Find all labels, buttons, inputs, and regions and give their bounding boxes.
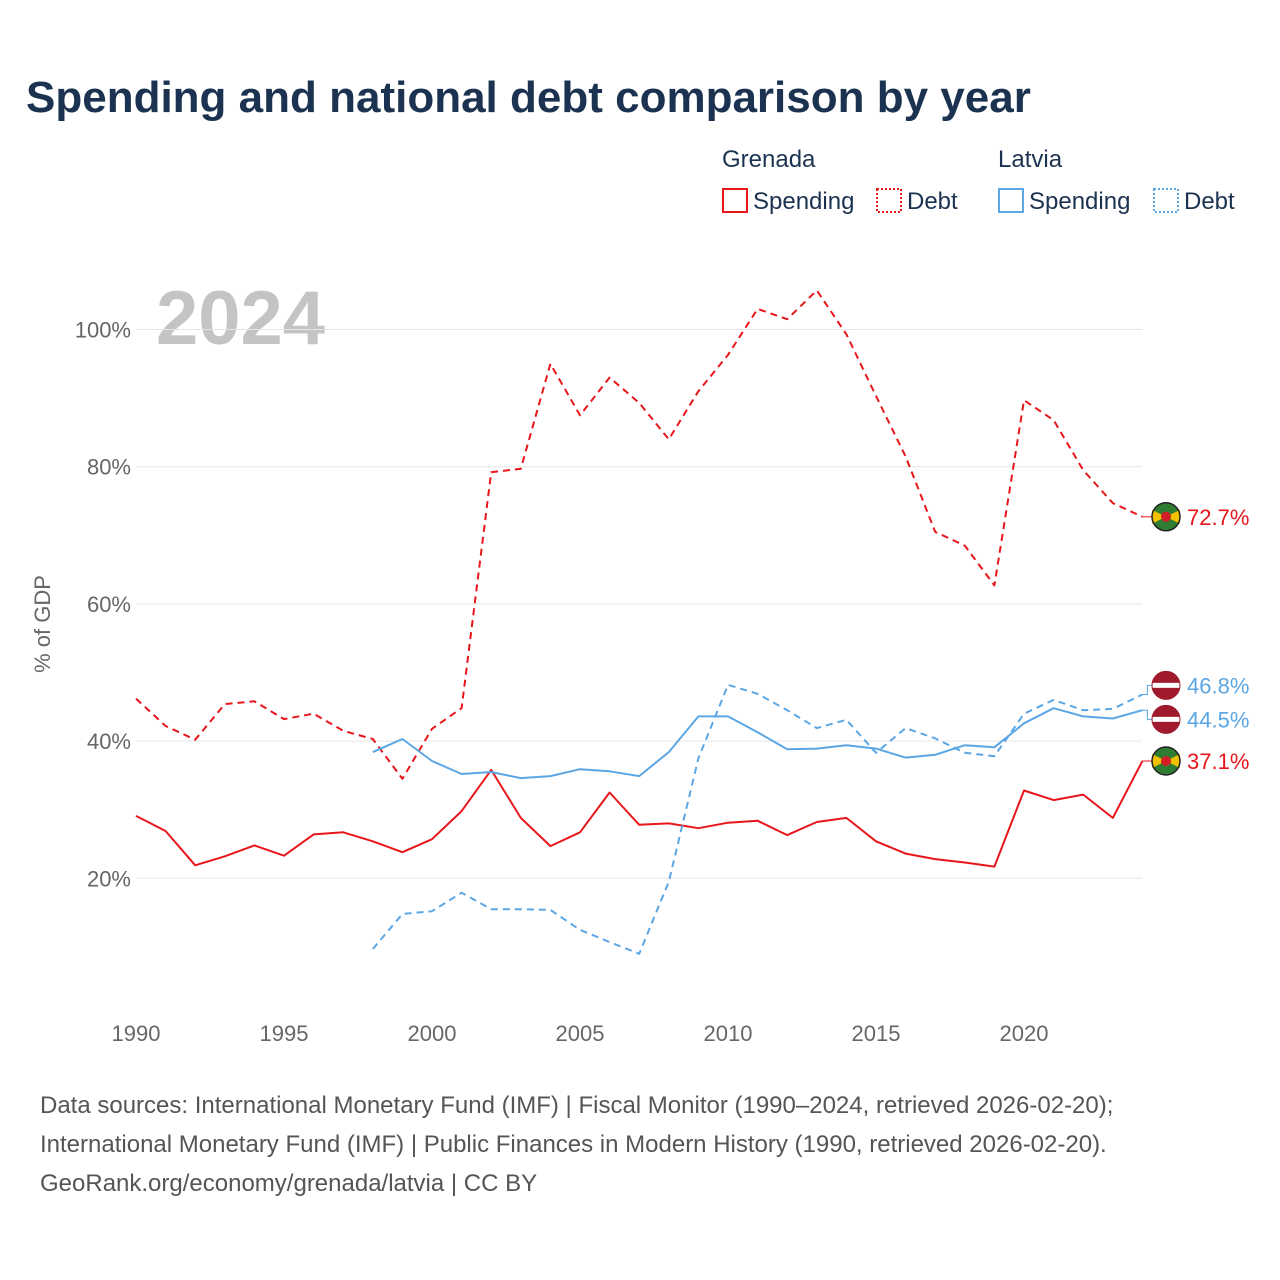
grenada-flag-icon xyxy=(1151,502,1181,532)
y-tick-label: 80% xyxy=(87,455,131,480)
y-tick-label: 100% xyxy=(75,318,131,343)
y-tick-label: 20% xyxy=(87,866,131,891)
legend-swatch-latvia-spending xyxy=(998,188,1024,213)
grenada-debt-end-label: 72.7% xyxy=(1187,505,1249,530)
x-tick-label: 2015 xyxy=(852,1021,901,1046)
sources: Data sources: International Monetary Fun… xyxy=(40,1092,1113,1197)
x-tick-label: 2000 xyxy=(408,1021,457,1046)
legend-swatch-grenada-debt xyxy=(876,188,902,213)
latvia-debt-line xyxy=(372,683,1143,955)
latvia-flag-icon xyxy=(1151,670,1181,700)
legend-label-grenada-spending: Spending xyxy=(753,188,854,215)
legend: Grenada Spending Debt Latvia Spending De… xyxy=(722,146,1235,215)
x-tick-label: 2010 xyxy=(704,1021,753,1046)
x-tick-label: 2005 xyxy=(556,1021,605,1046)
grenada-spending-end-label: 37.1% xyxy=(1187,749,1249,774)
year-watermark: 2024 xyxy=(156,276,325,361)
y-axis-label: % of GDP xyxy=(30,575,55,673)
grenada-flag-icon xyxy=(1151,746,1181,776)
grenada-debt-line xyxy=(135,289,1143,780)
x-tick-label: 1995 xyxy=(260,1021,309,1046)
source-line-2: International Monetary Fund (IMF) | Publ… xyxy=(40,1131,1107,1158)
series xyxy=(135,289,1144,955)
legend-swatch-latvia-debt xyxy=(1153,188,1179,213)
legend-group-latvia: Latvia xyxy=(998,146,1063,173)
latvia-spending-leader xyxy=(1142,709,1154,720)
chart-title: Spending and national debt comparison by… xyxy=(26,73,1031,122)
latvia-spending-line xyxy=(372,707,1143,780)
source-line-1: Data sources: International Monetary Fun… xyxy=(40,1092,1113,1119)
y-ticks: 20% 40% 60% 80% 100% xyxy=(75,318,131,892)
legend-label-latvia-debt: Debt xyxy=(1184,188,1235,215)
legend-group-grenada: Grenada xyxy=(722,146,816,173)
legend-swatch-grenada-spending xyxy=(722,188,748,213)
x-tick-label: 2020 xyxy=(1000,1021,1049,1046)
x-ticks: 1990 1995 2000 2005 2010 2015 2020 xyxy=(112,1021,1049,1046)
end-markers: 72.7% 46.8% 44.5% 37.1% xyxy=(1142,502,1249,776)
grid xyxy=(136,329,1142,879)
latvia-debt-leader xyxy=(1142,684,1154,695)
latvia-flag-icon xyxy=(1151,704,1181,734)
legend-label-latvia-spending: Spending xyxy=(1029,188,1130,215)
source-line-3[interactable]: GeoRank.org/economy/grenada/latvia | CC … xyxy=(40,1170,537,1197)
y-tick-label: 40% xyxy=(87,729,131,754)
y-tick-label: 60% xyxy=(87,592,131,617)
latvia-spending-end-label: 44.5% xyxy=(1187,707,1249,732)
grenada-spending-line xyxy=(135,760,1144,868)
latvia-debt-end-label: 46.8% xyxy=(1187,673,1249,698)
legend-label-grenada-debt: Debt xyxy=(907,188,958,215)
x-tick-label: 1990 xyxy=(112,1021,161,1046)
